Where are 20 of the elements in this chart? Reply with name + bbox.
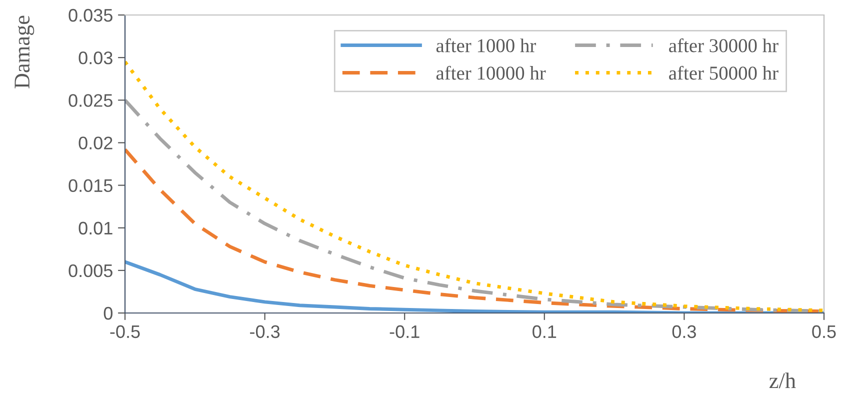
y-tick-label: 0 xyxy=(104,306,112,320)
y-tick-label: 0.02 xyxy=(78,136,112,150)
legend-label: after 50000 hr xyxy=(669,66,778,80)
y-tick-label: 0.025 xyxy=(68,94,112,107)
x-tick-label: -0.1 xyxy=(390,325,420,338)
x-tick-label: 0.1 xyxy=(532,325,556,338)
legend-label: after 1000 hr xyxy=(436,38,536,52)
y-tick-label: 0.01 xyxy=(78,222,112,235)
x-tick-label: -0.5 xyxy=(110,325,140,338)
y-tick-label: 0.035 xyxy=(68,8,112,22)
x-tick-label: 0.3 xyxy=(672,325,696,338)
y-axis-title: Damage xyxy=(14,16,34,88)
legend-label: after 10000 hr xyxy=(436,66,546,80)
y-tick-label: 0.015 xyxy=(68,179,112,192)
x-tick-label: 0.5 xyxy=(812,325,836,338)
x-axis-title: z/h xyxy=(769,372,796,388)
y-tick-label: 0.005 xyxy=(68,264,112,278)
y-tick-label: 0.03 xyxy=(78,52,112,64)
x-tick-label: -0.3 xyxy=(250,325,280,338)
legend-label: after 30000 hr xyxy=(669,38,778,52)
